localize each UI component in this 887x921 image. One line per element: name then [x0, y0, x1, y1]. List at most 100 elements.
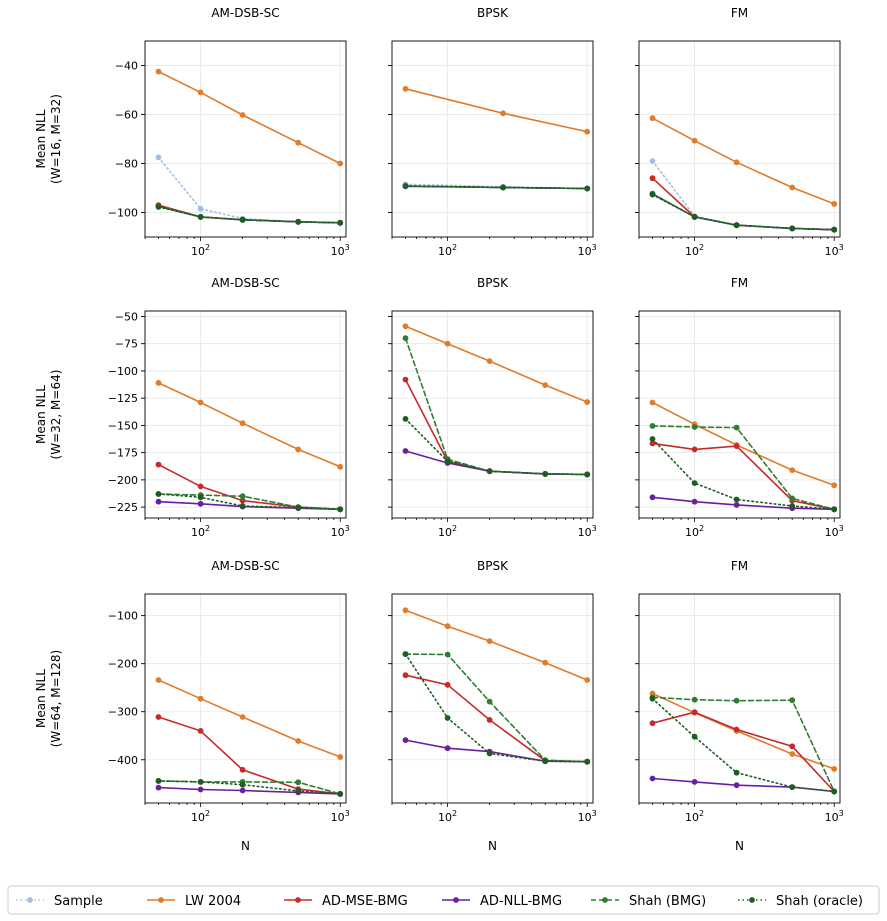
data-point-mse [239, 766, 246, 773]
data-point-lw [584, 677, 591, 683]
panel-title: AM-DSB-SC [211, 6, 279, 20]
data-point-lw [444, 340, 451, 347]
y-tick-label: −150 [108, 419, 138, 432]
legend-marker-shahorc [749, 897, 755, 903]
data-point-mse [444, 681, 451, 688]
series-line-nll [404, 739, 589, 763]
data-point-mse [155, 461, 162, 468]
data-point-shahorc [649, 436, 656, 442]
y-tick-label: −125 [108, 392, 138, 405]
data-point-lw [831, 766, 838, 772]
data-point-nll [649, 775, 656, 782]
x-tick-label: 103 [331, 809, 350, 824]
data-point-lw [402, 607, 409, 614]
legend-label: AD-NLL-BMG [480, 894, 562, 909]
data-point-sample [155, 154, 162, 161]
data-point-shahbmg [239, 493, 246, 500]
data-point-nll [197, 786, 204, 793]
series-line-nll [651, 777, 836, 793]
data-point-lw [649, 115, 656, 122]
data-point-nll [197, 500, 204, 507]
panel-0-2: FM 102 103 [635, 6, 844, 258]
data-point-mse [789, 743, 796, 750]
y-tick-label: −100 [108, 610, 138, 623]
data-point-shahorc [239, 216, 246, 223]
data-point-shahbmg [402, 335, 409, 342]
data-point-shahbmg [789, 495, 796, 502]
data-point-shahorc [831, 226, 838, 233]
data-point-shahorc [649, 695, 656, 702]
x-tick-label: 103 [331, 243, 350, 258]
data-point-lw [295, 738, 302, 744]
axes-frame [391, 593, 594, 804]
y-axis-label-params: (W=16, M=32) [49, 94, 63, 184]
data-point-lw [197, 695, 204, 702]
panel-2-1: BPSK 102 103 N [388, 559, 597, 853]
data-point-nll [402, 448, 409, 454]
data-point-shahorc [691, 214, 698, 220]
data-point-shahorc [500, 184, 506, 191]
y-tick-label: −100 [108, 365, 138, 378]
data-point-shahorc [239, 781, 246, 788]
data-point-sample [649, 158, 656, 165]
data-point-nll [691, 779, 698, 785]
data-point-shahorc [197, 214, 204, 220]
data-point-mse [691, 446, 698, 453]
data-point-mse [733, 726, 740, 733]
series-line-nll [651, 193, 836, 231]
axes-frame [638, 40, 841, 238]
data-point-shahorc [155, 491, 162, 497]
axes-frame [144, 40, 347, 238]
data-point-lw [831, 482, 838, 489]
y-tick-label: −400 [108, 754, 138, 767]
data-point-mse [649, 175, 656, 182]
panel-title: FM [731, 6, 748, 20]
data-point-lw [584, 399, 591, 405]
data-point-shahorc [444, 458, 451, 465]
data-point-lw [584, 128, 591, 135]
series-line-mse [404, 674, 589, 763]
data-point-shahorc [584, 185, 591, 192]
series-line-shahbmg [404, 337, 589, 476]
data-point-shahbmg [691, 424, 698, 430]
series-line-lw [651, 117, 836, 205]
panel-0-0: AM-DSB-SC −100 −80 −60 −40 102 103 [108, 6, 350, 258]
y-axis-label-params: (W=32, M=64) [49, 370, 63, 460]
legend-marker-sample [27, 897, 33, 903]
data-point-lw [402, 85, 409, 92]
series-line-lw [404, 325, 589, 403]
legend-label: Shah (oracle) [776, 894, 863, 909]
series-line-lw [404, 609, 589, 681]
y-tick-label: −300 [108, 706, 138, 719]
series-line-shahbmg [651, 192, 836, 231]
x-tick-label: 102 [191, 243, 210, 258]
data-point-lw [155, 677, 162, 683]
x-tick-label: 102 [438, 809, 457, 824]
axes-frame [144, 310, 347, 519]
data-point-mse [239, 497, 246, 504]
x-tick-label: 102 [685, 243, 704, 258]
legend-label: Sample [54, 894, 103, 909]
y-axis-label: Mean NLL [34, 669, 48, 728]
data-point-shahorc [239, 503, 246, 509]
legend-label: Shah (BMG) [629, 894, 706, 909]
y-tick-label: −80 [115, 158, 138, 171]
data-point-mse [691, 709, 698, 716]
y-tick-label: −200 [108, 658, 138, 671]
x-tick-label: 103 [331, 524, 350, 539]
series-line-sample [651, 160, 836, 231]
data-point-shahorc [155, 778, 162, 784]
data-point-shahorc [486, 750, 493, 757]
panel-title: FM [731, 276, 748, 290]
data-point-mse [155, 714, 162, 720]
data-point-shahorc [691, 480, 698, 486]
x-tick-label: 102 [438, 243, 457, 258]
data-point-lw [789, 751, 796, 757]
y-tick-label: −200 [108, 474, 138, 487]
data-point-shahorc [691, 733, 698, 740]
data-point-shahorc [649, 191, 656, 198]
data-point-shahbmg [733, 697, 740, 704]
panel-1-0: AM-DSB-SC −225 −200 −175 −150 −125 −100 −75 −50 1… [108, 276, 350, 539]
data-point-lw [649, 399, 656, 406]
x-tick-label: 102 [685, 809, 704, 824]
